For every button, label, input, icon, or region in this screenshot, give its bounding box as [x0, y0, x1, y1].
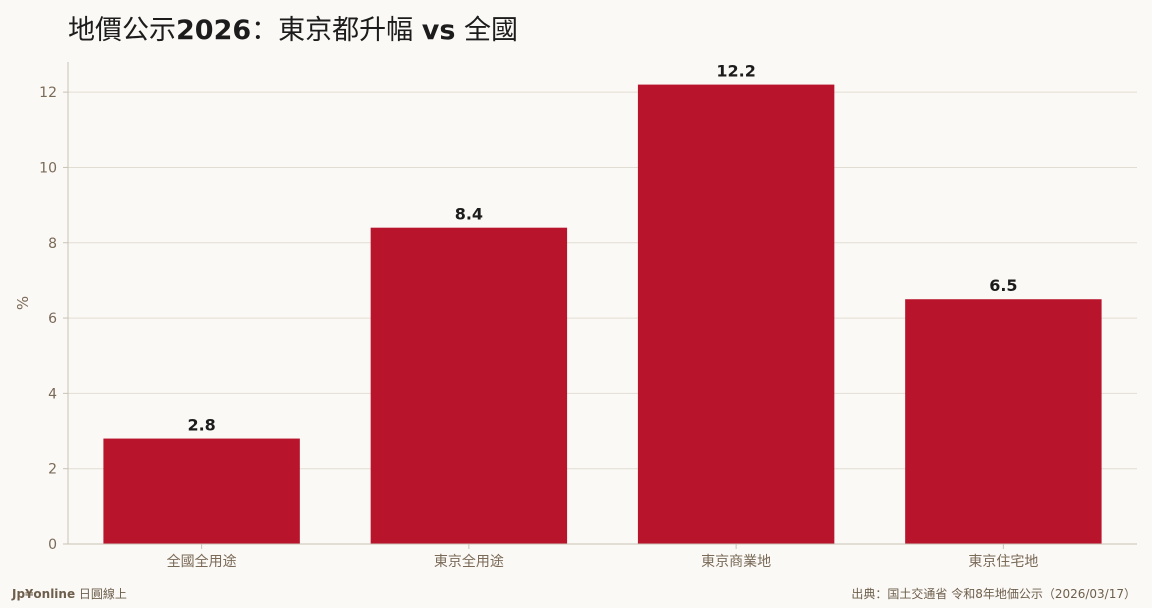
- y-tick-label: 8: [48, 236, 57, 252]
- data-label: 6.5: [989, 276, 1017, 295]
- chart-title: 地價公示2026：東京都升幅 vs 全國: [68, 8, 518, 47]
- title-year: 2026: [176, 15, 252, 46]
- title-text-1: 地價公示: [68, 15, 176, 46]
- y-tick-label: 4: [48, 386, 57, 402]
- bar: [103, 438, 300, 544]
- axes: [63, 62, 1137, 549]
- y-tick-label: 10: [39, 160, 57, 176]
- brand-name: Jp¥online: [12, 587, 76, 601]
- brand-credit: Jp¥online 日圓線上: [12, 585, 127, 602]
- grid-lines: [68, 91, 1137, 470]
- y-tick-label: 2: [48, 462, 57, 478]
- title-vs: vs: [421, 15, 456, 46]
- data-label: 12.2: [716, 62, 755, 81]
- x-tick-label: 全國全用途: [167, 553, 237, 570]
- y-tick-label: 6: [48, 311, 57, 327]
- data-label: 8.4: [455, 205, 483, 224]
- x-tick-label: 東京住宅地: [968, 554, 1038, 570]
- x-tick-label: 東京商業地: [701, 554, 771, 570]
- bars: [103, 84, 1102, 544]
- bar: [905, 299, 1102, 544]
- source-note: 出典：国土交通省 令和8年地価公示（2026/03/17）: [851, 587, 1136, 601]
- brand-subtitle: 日圓線上: [75, 587, 127, 601]
- bar: [637, 84, 835, 544]
- y-tick-label: 12: [39, 85, 57, 101]
- y-axis-label: %: [14, 296, 32, 310]
- labels: 0 2 4 6 8 10 12 2.8 全國全用途 8.4 東京全用途 12.2 東京商業地 6.5 東京住…: [14, 62, 1038, 570]
- x-tick-label: 東京全用途: [434, 553, 504, 570]
- title-text-2: ：東京都升幅: [251, 15, 414, 46]
- title-text-3: 全國: [464, 15, 519, 46]
- data-label: 2.8: [187, 416, 215, 435]
- bar: [370, 227, 568, 544]
- y-tick-label: 0: [48, 537, 57, 553]
